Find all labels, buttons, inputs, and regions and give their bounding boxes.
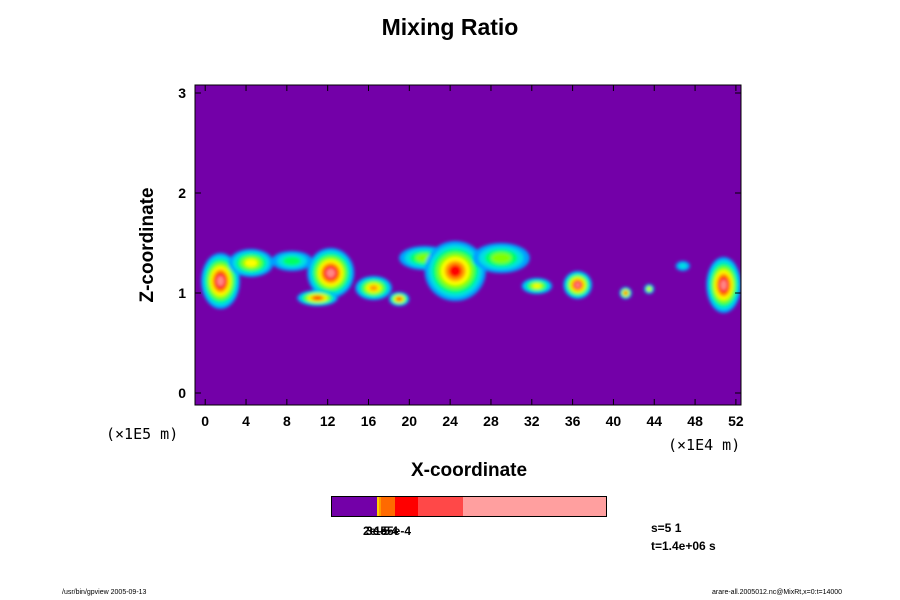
time-readout: t=1.4e+06 s xyxy=(651,539,716,553)
cloud-blob-14-layer-1 xyxy=(678,262,688,270)
colorbar-label-2: 3e-5 xyxy=(366,524,391,538)
x-tick-label: 28 xyxy=(483,413,499,429)
x-tick-label: 32 xyxy=(524,413,540,429)
x-tick-label: 8 xyxy=(283,413,291,429)
x-tick-label: 48 xyxy=(687,413,703,429)
cloud-blob-9-layer-3 xyxy=(491,252,512,264)
y-tick-label: 1 xyxy=(178,285,186,301)
cloud-blob-15-layer-7 xyxy=(720,279,727,291)
x-tick-label: 36 xyxy=(565,413,581,429)
colorbar-label-4: 5e-4 xyxy=(387,524,412,538)
x-tick-label: 16 xyxy=(361,413,377,429)
x-tick-label: 20 xyxy=(402,413,418,429)
y-tick-label: 2 xyxy=(178,185,186,201)
cloud-field xyxy=(201,241,741,313)
colorbar xyxy=(331,496,607,517)
step-readout: s=5 1 xyxy=(651,521,682,535)
colorbar-band-5 xyxy=(418,497,464,516)
x-tick-label: 24 xyxy=(442,413,458,429)
x-tick-label: 4 xyxy=(242,413,250,429)
cloud-blob-5-layer-5 xyxy=(369,285,379,291)
colorbar-band-0 xyxy=(332,497,378,516)
cloud-blob-11-layer-7 xyxy=(575,282,581,288)
x-tick-label: 52 xyxy=(728,413,744,429)
y-tick-label: 0 xyxy=(178,385,186,401)
footer-command: /usr/bin/gpview 2005-09-13 xyxy=(62,589,147,596)
x-tick-label: 40 xyxy=(606,413,622,429)
y-axis-label: Z-coordinate xyxy=(137,187,158,303)
x-tick-label: 12 xyxy=(320,413,336,429)
cloud-blob-12-layer-6 xyxy=(624,291,628,295)
colorbar-label-1: 2e-5 xyxy=(363,524,388,538)
y-unit-label: (×1E5 m) xyxy=(106,425,179,443)
colorbar-band-3 xyxy=(381,497,395,516)
cloud-blob-2-layer-2 xyxy=(282,256,302,266)
x-tick-label: 0 xyxy=(201,413,209,429)
y-tick-label: 3 xyxy=(178,85,186,101)
cloud-blob-10-layer-4 xyxy=(532,283,542,289)
cloud-blob-4-layer-6 xyxy=(313,296,322,300)
footer-source: arare-all.2005012.nc@MixRt,x=0:t=14000 xyxy=(712,589,843,596)
cloud-blob-0-layer-7 xyxy=(216,275,225,287)
colorbar-band-1 xyxy=(377,497,379,516)
cloud-blob-6-layer-6 xyxy=(396,297,402,301)
colorbar-label-3: 1e-4 xyxy=(374,524,399,538)
x-tick-label: 44 xyxy=(646,413,662,429)
colorbar-band-2 xyxy=(378,497,382,516)
cloud-blob-8-layer-6 xyxy=(448,264,462,278)
cloud-blob-1-layer-4 xyxy=(244,259,258,267)
cloud-blob-3-layer-7 xyxy=(326,268,336,278)
cloud-blob-13-layer-4 xyxy=(647,287,651,291)
plot-frame xyxy=(194,84,742,406)
x-unit-label: (×1E4 m) xyxy=(668,436,741,454)
colorbar-band-4 xyxy=(394,497,419,516)
chart-title: Mixing Ratio xyxy=(381,14,519,40)
colorbar-band-6 xyxy=(463,497,606,516)
x-axis-label: X-coordinate xyxy=(410,460,528,481)
